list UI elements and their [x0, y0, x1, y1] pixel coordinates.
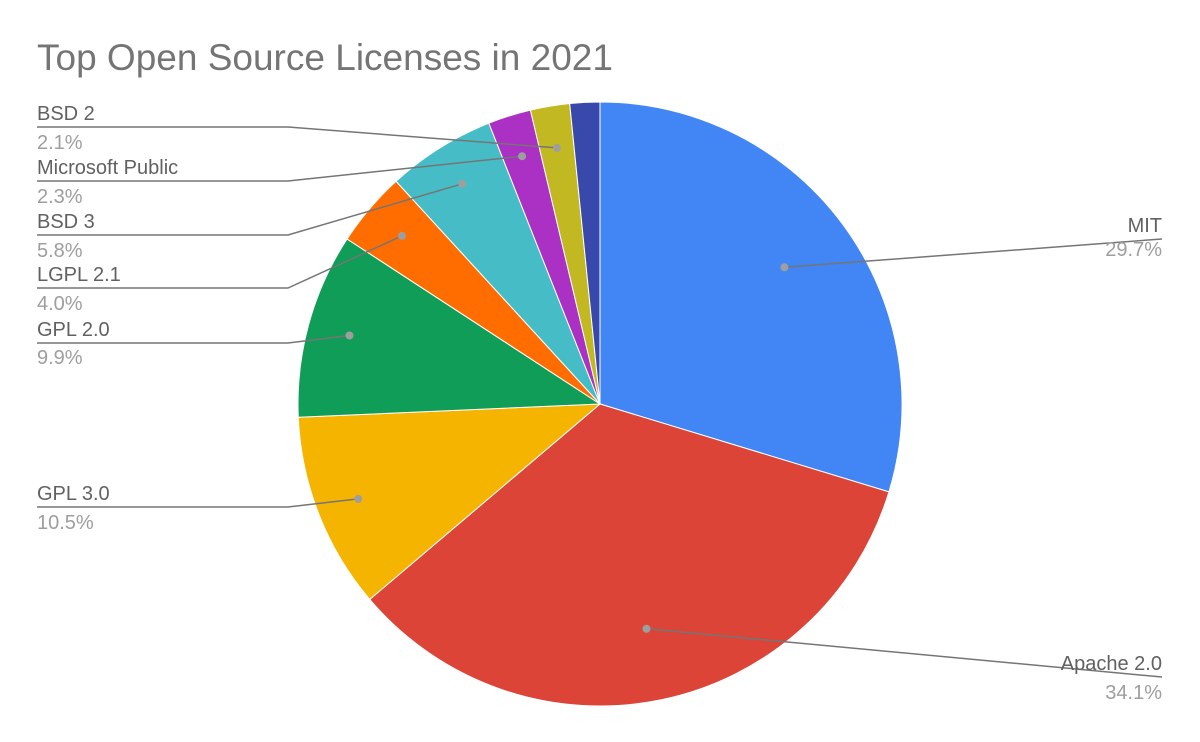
label-name-bsd-2: BSD 2 [37, 103, 95, 125]
slice-gpl-2-0 [297, 238, 602, 418]
leader-line-gpl-2-0 [37, 334, 350, 344]
leader-dot-mit [780, 263, 789, 272]
leader-dot-bsd-3 [458, 179, 467, 188]
label-value-gpl-2-0: 9.9% [37, 347, 83, 369]
leader-dot-apache-2-0 [642, 624, 651, 633]
label-value-apache-2-0: 34.1% [1105, 682, 1162, 704]
leader-dot-bsd-2 [553, 143, 561, 152]
slice-apache-2-0 [369, 403, 890, 707]
slice-gpl-3-0 [297, 403, 602, 601]
leader-dot-lgpl-2-1 [398, 231, 406, 240]
label-value-lgpl-2-1: 4.0% [37, 293, 83, 315]
leader-line-bsd-3 [37, 183, 463, 236]
leader-line-lgpl-2-1 [37, 235, 403, 289]
slice-other [569, 101, 601, 405]
label-name-apache-2-0: Apache 2.0 [1061, 653, 1162, 675]
label-value-bsd-3: 5.8% [37, 240, 83, 262]
label-name-lgpl-2-1: LGPL 2.1 [37, 264, 121, 286]
label-value-microsoft-public: 2.3% [37, 186, 83, 208]
leader-line-bsd-2 [37, 126, 558, 149]
label-name-gpl-2-0: GPL 2.0 [37, 319, 110, 341]
leader-lines [37, 126, 1163, 678]
slice-mit [599, 101, 903, 493]
pie-slices [297, 101, 903, 707]
leader-dot-gpl-3-0 [354, 494, 363, 503]
label-name-mit: MIT [1128, 215, 1162, 237]
label-value-bsd-2: 2.1% [37, 132, 83, 154]
chart-title: Top Open Source Licenses in 2021 [37, 37, 613, 78]
label-value-gpl-3-0: 10.5% [37, 512, 94, 534]
label-name-bsd-3: BSD 3 [37, 211, 95, 233]
label-name-microsoft-public: Microsoft Public [37, 157, 178, 179]
label-name-gpl-3-0: GPL 3.0 [37, 483, 110, 505]
leader-dot-microsoft-public [518, 152, 527, 161]
label-value-mit: 29.7% [1105, 239, 1162, 261]
leader-line-gpl-3-0 [37, 498, 359, 508]
leader-line-mit [784, 238, 1163, 269]
leader-dot-gpl-2-0 [345, 331, 354, 340]
leader-line-microsoft-public [37, 155, 523, 182]
leader-line-apache-2-0 [646, 628, 1163, 678]
